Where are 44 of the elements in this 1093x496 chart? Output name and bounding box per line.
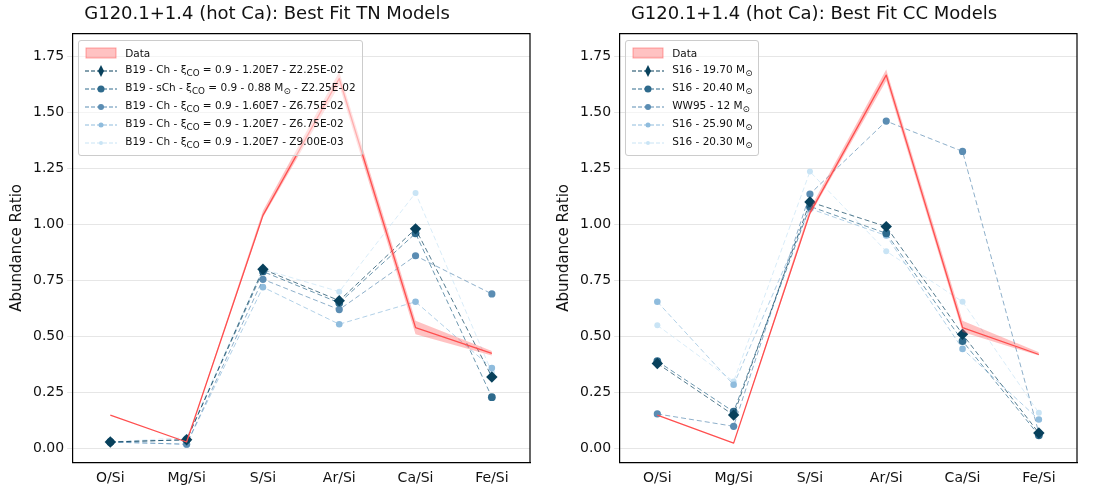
y-tick-label: 1.25 (33, 158, 65, 175)
x-tick-label: O/Si (96, 469, 125, 486)
y-tick-label: 1.75 (580, 46, 612, 63)
y-tick-label: 0.75 (33, 271, 65, 288)
y-tick-label: 0.50 (580, 327, 612, 344)
legend-label: S16 - 20.40 M$_{⊙}$ (672, 81, 753, 97)
y-tick-label: 0.00 (33, 439, 65, 456)
y-tick-label: 0.25 (580, 383, 612, 400)
y-axis-title: Abundance Ratio (6, 184, 25, 312)
y-axis-title: Abundance Ratio (553, 184, 572, 312)
legend-label: B19 - sCh - ξ$_{CO}$ = 0.9 - 0.88 M$_{⊙}$ - Z2.25E-02 (125, 81, 356, 97)
x-tick-label: S/Si (249, 469, 277, 486)
x-tick-label: Mg/Si (714, 469, 753, 486)
y-tick-label: 1.00 (33, 214, 65, 231)
x-tick-label: Ca/Si (944, 469, 981, 486)
x-tick-label: O/Si (643, 469, 672, 486)
y-tick-label: 1.00 (580, 214, 612, 231)
x-tick-label: S/Si (796, 469, 824, 486)
legend-label: WW95 - 12 M$_{⊙}$ (672, 99, 750, 115)
x-tick-label: Fe/Si (475, 469, 509, 486)
x-tick-label: Ar/Si (322, 469, 356, 486)
y-tick-label: 0.50 (33, 327, 65, 344)
legend-label: B19 - Ch - ξ$_{CO}$ = 0.9 - 1.20E7 - Z9.00E-03 (125, 135, 344, 151)
y-tick-label: 1.50 (580, 102, 612, 119)
legend-label: B19 - Ch - ξ$_{CO}$ = 0.9 - 1.60E7 - Z6.75E-02 (125, 99, 344, 115)
y-tick-label: 0.00 (580, 439, 612, 456)
chart-title: G120.1+1.4 (hot Ca): Best Fit CC Models (630, 2, 998, 24)
y-tick-label: 1.25 (580, 158, 612, 175)
y-tick-label: 1.75 (33, 46, 65, 63)
chart-title: G120.1+1.4 (hot Ca): Best Fit TN Models (84, 2, 450, 24)
legend-label: Data (125, 46, 151, 59)
legend-label: S16 - 19.70 M$_{⊙}$ (672, 63, 753, 79)
y-tick-label: 0.75 (580, 271, 612, 288)
x-tick-label: Ca/Si (397, 469, 434, 486)
x-tick-label: Mg/Si (167, 469, 206, 486)
legend-label: Data (672, 46, 698, 59)
legend-label: B19 - Ch - ξ$_{CO}$ = 0.9 - 1.20E7 - Z6.75E-02 (125, 117, 344, 133)
legend-label: S16 - 20.30 M$_{⊙}$ (672, 135, 753, 151)
x-tick-label: Ar/Si (869, 469, 903, 486)
legend-label: B19 - Ch - ξ$_{CO}$ = 0.9 - 1.20E7 - Z2.25E-02 (125, 63, 344, 79)
legend-label: S16 - 25.90 M$_{⊙}$ (672, 117, 753, 133)
y-tick-label: 1.50 (33, 102, 65, 119)
y-tick-label: 0.25 (33, 383, 65, 400)
x-tick-label: Fe/Si (1022, 469, 1056, 486)
